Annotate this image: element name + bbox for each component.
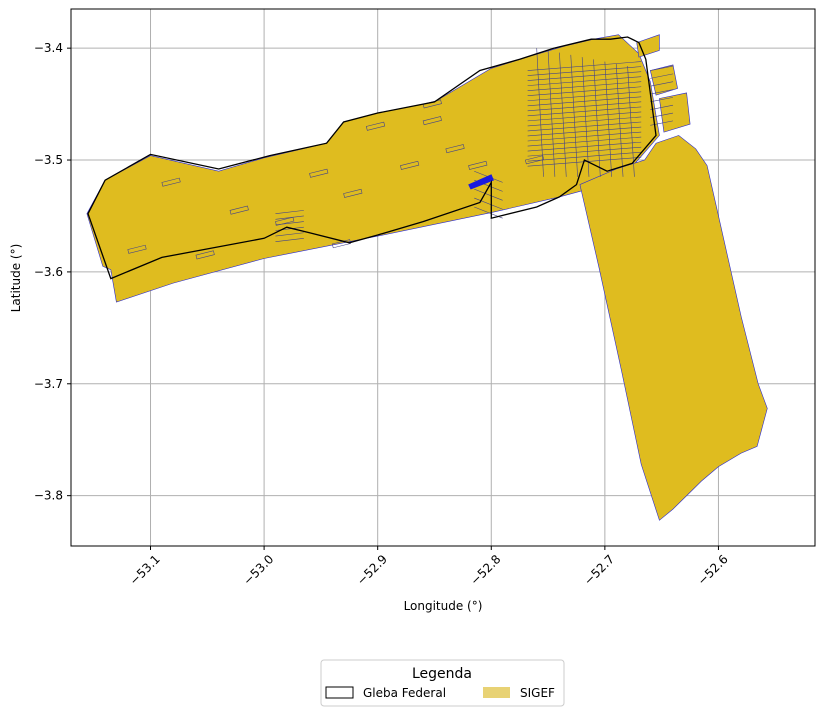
- gleba-federal-layer: [87, 36, 657, 280]
- parcel-outline: [343, 188, 363, 198]
- parcel-line: [527, 146, 642, 157]
- legend-swatch-gleba-federal: [325, 686, 354, 699]
- parcel-line: [604, 61, 612, 177]
- parcel-line: [527, 71, 642, 81]
- parcel-outline: [468, 160, 488, 170]
- y-tick-label: −3.4: [34, 41, 63, 55]
- parcel-line: [527, 136, 642, 147]
- legend-label-sigef: SIGEF: [520, 686, 555, 700]
- parcel-line: [527, 106, 642, 117]
- parcel-line: [527, 111, 642, 122]
- parcel-line: [275, 210, 304, 215]
- parcel-line: [275, 238, 304, 242]
- parcel-line: [474, 188, 503, 201]
- plot-frame: [70, 8, 816, 547]
- parcel-line: [547, 50, 556, 177]
- parcel-outline: [422, 116, 442, 126]
- parcel-line: [527, 126, 642, 137]
- legend: Legenda Gleba Federal SIGEF: [320, 659, 565, 707]
- sigef-layer: [86, 34, 768, 521]
- parcel-outline: [309, 168, 329, 178]
- parcel-line: [527, 141, 642, 152]
- sigef-polygon-east: [579, 135, 768, 521]
- parcel-line: [650, 73, 674, 79]
- parcel-outline: [229, 205, 249, 215]
- y-tick-label: −3.8: [34, 489, 63, 503]
- parcel-line: [536, 48, 544, 177]
- parcel-highlight: [468, 174, 494, 190]
- y-tick-label: −3.5: [34, 153, 63, 167]
- y-tick-label: −3.6: [34, 265, 63, 279]
- sigef-polygon-block: [649, 64, 678, 96]
- x-tick-label: −52.6: [695, 552, 731, 588]
- parcel-outline: [524, 155, 545, 165]
- legend-swatch-sigef: [483, 687, 510, 698]
- x-tick-label: −52.8: [468, 552, 504, 588]
- parcel-line: [275, 215, 304, 220]
- parcel-line: [593, 59, 601, 177]
- parcel-line: [527, 76, 642, 86]
- x-tick-label: −53.0: [240, 552, 276, 588]
- parcel-line: [527, 116, 642, 127]
- parcel-line: [474, 197, 503, 210]
- y-tick-label: −3.7: [34, 377, 63, 391]
- legend-label-gleba-federal: Gleba Federal: [363, 686, 446, 700]
- parcel-line: [527, 151, 642, 162]
- parcel-line: [570, 54, 578, 177]
- parcel-line: [581, 57, 590, 177]
- parcel-line: [650, 65, 674, 71]
- parcel-outline: [445, 144, 465, 154]
- parcel-outline: [400, 160, 420, 170]
- parcel-line: [275, 232, 304, 237]
- legend-title: Legenda: [412, 666, 472, 682]
- parcel-line: [650, 104, 674, 110]
- parcel-line: [527, 131, 642, 142]
- parcel-outline: [331, 239, 352, 249]
- parcel-outline: [365, 121, 386, 131]
- parcel-line: [527, 66, 642, 76]
- x-tick-label: −53.1: [127, 552, 163, 588]
- parcel-line: [650, 97, 674, 103]
- parcel-line: [527, 121, 642, 132]
- parcel-line: [627, 66, 635, 177]
- x-tick-label: −52.9: [354, 552, 390, 588]
- parcel-line: [650, 81, 674, 87]
- parcel-line: [650, 89, 674, 95]
- parcel-outline: [127, 244, 147, 254]
- gleba-federal-outline: [87, 36, 657, 280]
- x-tick-label: −52.7: [581, 552, 617, 588]
- parcel-line: [527, 101, 642, 112]
- parcel-outline: [275, 216, 295, 226]
- parcel-outline: [195, 250, 215, 260]
- parcel-outline: [161, 177, 181, 187]
- parcel-line: [527, 81, 642, 91]
- x-axis-label: Longitude (°): [404, 599, 483, 613]
- y-axis-label: Latitude (°): [9, 244, 23, 313]
- parcel-line: [559, 52, 567, 177]
- parcel-line: [615, 63, 624, 177]
- parcel-line: [527, 86, 642, 97]
- parcel-line: [527, 61, 642, 71]
- sigef-parcel-lines: [127, 48, 674, 260]
